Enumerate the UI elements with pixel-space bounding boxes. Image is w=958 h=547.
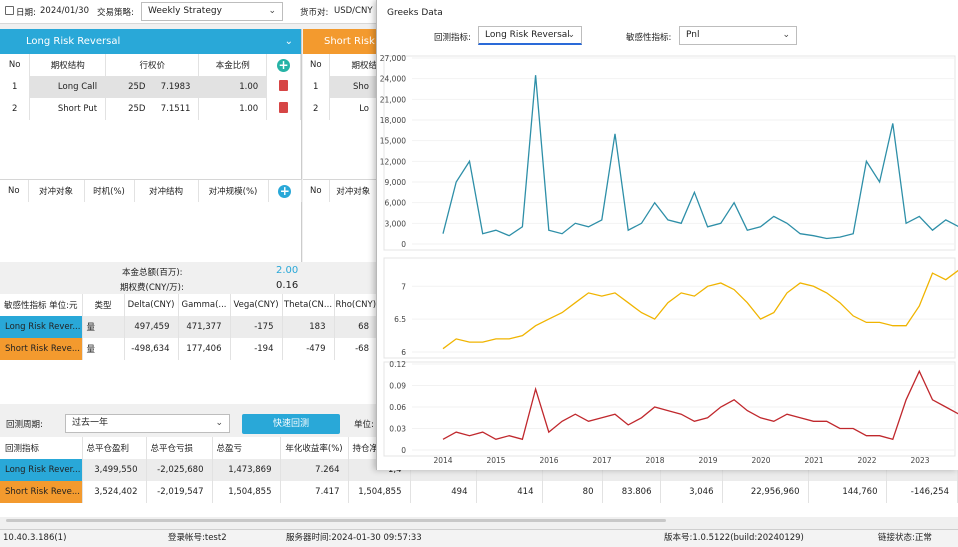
quick-backtest-button[interactable]: 快速回测 — [242, 414, 340, 434]
strategy-label: 交易策略: — [97, 8, 134, 18]
long-panel: Long Risk Reversal ⌄ No 期权结构 行权价 本金比例 + 1 Long… — [0, 29, 302, 262]
y-tick-label: 0.03 — [389, 425, 406, 434]
y-tick-label: 6.5 — [394, 315, 406, 324]
y-tick-label: 7 — [401, 282, 406, 291]
legs-table: No 期权结构 行权价 本金比例 + 1 Long Call 25D 7.1983 1.00 2… — [0, 54, 301, 120]
col-no: No — [0, 54, 31, 76]
add-leg-icon[interactable]: + — [277, 57, 291, 72]
col-structure: 期权结构 — [29, 54, 107, 76]
x-tick-label: 2022 — [857, 456, 876, 465]
y-tick-label: 18,000 — [380, 116, 406, 125]
add-hedge-icon[interactable]: + — [278, 183, 292, 198]
status-ip: 10.40.3.186(1) — [3, 533, 67, 543]
pair-value[interactable]: USD/CNY — [334, 6, 373, 16]
x-tick-label: 2023 — [910, 456, 929, 465]
y-tick-label: 0 — [401, 446, 406, 455]
metric-select[interactable]: Long Risk Reversal ⌄ — [478, 26, 582, 45]
y-tick-label: 0.06 — [389, 403, 406, 412]
unit-label: 单位: — [354, 420, 374, 430]
window-title: Greeks Data — [387, 8, 443, 18]
y-tick-label: 21,000 — [380, 95, 406, 104]
table-row[interactable]: 1 Long Call 25D 7.1983 1.00 — [0, 76, 301, 98]
status-version: 版本号:1.0.5122(build:20240129) — [664, 533, 804, 543]
y-tick-label: 27,000 — [380, 54, 406, 63]
y-tick-label: 6,000 — [385, 199, 407, 208]
y-tick-label: 15,000 — [380, 137, 406, 146]
chart-pane-frame — [383, 361, 956, 457]
greeks-table: 敏感性指标 单位:元 类型 Delta(CNY) Gamma(... Vega(CNY)… — [0, 294, 378, 404]
series-line — [442, 75, 958, 240]
period-select[interactable]: 过去一年 ⌄ — [65, 414, 230, 433]
hedge-table: No 对冲对象 时机(%) 对冲结构 对冲规模(%) + — [0, 179, 302, 202]
greeks-window: Greeks Data 回测指标: Long Risk Reversal ⌄ 敏感… — [376, 0, 958, 470]
table-row[interactable]: Long Risk Rever... 量 497,459 471,377 -175 183… — [0, 316, 378, 338]
horizontal-scrollbar[interactable] — [6, 519, 666, 522]
series-line — [442, 269, 958, 350]
chevron-down-icon: ⌄ — [782, 30, 790, 40]
pair-label: 货币对: — [300, 8, 329, 18]
greeks-chart: 0 3,000 6,000 9,000 12,000 15,000 18,000 21,000… — [380, 54, 958, 465]
chevron-down-icon: ⌄ — [268, 6, 276, 16]
chevron-down-icon: ⌄ — [215, 418, 223, 428]
col-ratio: 本金比例 — [198, 54, 268, 76]
status-bar: 10.40.3.186(1) 登录帐号:test2 服务器时间:2024-01-… — [0, 529, 958, 547]
date-value[interactable]: 2024/01/30 — [40, 6, 89, 16]
trash-icon[interactable] — [279, 102, 289, 113]
y-tick-label: 3,000 — [385, 219, 407, 228]
notional-value[interactable]: 2.00 — [276, 265, 299, 276]
table-row[interactable]: Short Risk Reve... 量 -498,634 177,406 -194 -4… — [0, 338, 378, 360]
x-tick-label: 2020 — [751, 456, 770, 465]
col-strike: 行权价 — [105, 54, 200, 76]
x-tick-label: 2015 — [486, 456, 505, 465]
y-tick-label: 0 — [401, 240, 406, 249]
x-tick-label: 2019 — [698, 456, 717, 465]
y-tick-label: 24,000 — [380, 75, 406, 84]
status-server-time: 服务器时间:2024-01-30 09:57:33 — [286, 533, 422, 543]
period-label: 回测周期: — [6, 420, 43, 430]
long-panel-title: Long Risk Reversal ⌄ — [0, 29, 301, 54]
chart-pane-frame — [383, 55, 956, 251]
y-tick-label: 0.09 — [389, 382, 406, 391]
y-tick-label: 12,000 — [380, 157, 406, 166]
table-row[interactable]: 2 Short Put 25D 7.1511 1.00 — [0, 98, 301, 120]
x-tick-label: 2017 — [592, 456, 611, 465]
trash-icon[interactable] — [279, 80, 289, 91]
x-tick-label: 2016 — [539, 456, 558, 465]
date-label: 日期: — [16, 8, 36, 18]
chevron-down-icon: ⌄ — [567, 30, 575, 40]
x-tick-label: 2014 — [433, 456, 452, 465]
y-tick-label: 9,000 — [385, 178, 407, 187]
calendar-icon[interactable] — [5, 6, 14, 15]
premium-value: 0.16 — [276, 280, 299, 291]
sens-label: 敏感性指标: — [626, 33, 672, 43]
status-login: 登录帐号:test2 — [168, 533, 227, 543]
status-link: 链接状态:正常 — [878, 533, 932, 543]
series-line — [442, 369, 958, 441]
short-panel-title[interactable]: Short Risk Reversal — [303, 29, 378, 54]
metric-label: 回测指标: — [434, 33, 471, 43]
y-tick-label: 6 — [401, 348, 406, 357]
x-tick-label: 2018 — [645, 456, 664, 465]
premium-label: 期权费(CNY/万): — [120, 283, 184, 293]
chart-pane-frame — [383, 257, 956, 359]
y-tick-label: 0.12 — [389, 360, 406, 369]
table-row[interactable]: Short Risk Reve... 3,524,402 -2,019,547 1,5… — [0, 481, 958, 503]
strategy-select[interactable]: Weekly Strategy ⌄ — [141, 2, 283, 21]
x-tick-label: 2021 — [804, 456, 823, 465]
notional-label: 本金总额(百万): — [122, 268, 183, 278]
sens-select[interactable]: Pnl ⌄ — [679, 26, 797, 45]
chevron-down-icon[interactable]: ⌄ — [284, 36, 293, 47]
add-leg-cell: + — [266, 54, 301, 76]
